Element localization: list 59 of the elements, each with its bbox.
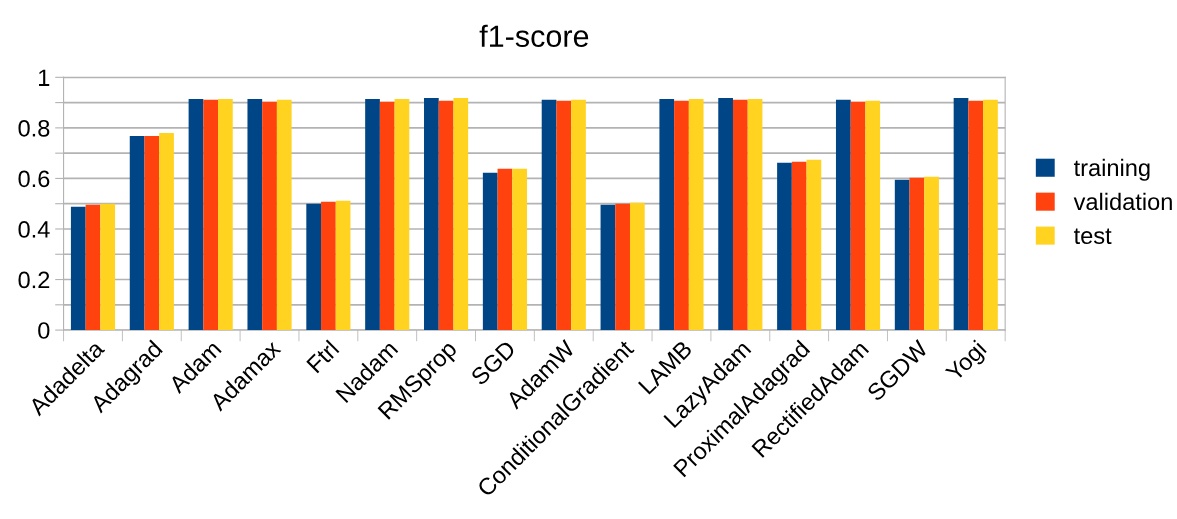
- y-tick-label: 0: [38, 322, 50, 339]
- bar: [718, 98, 733, 331]
- bar: [835, 99, 851, 331]
- bar: [335, 200, 351, 331]
- bar: [894, 179, 910, 331]
- bar: [983, 99, 998, 331]
- legend-label: test: [1073, 228, 1112, 245]
- bar: [541, 99, 557, 331]
- bar: [394, 99, 410, 331]
- bar: [953, 98, 969, 331]
- bar: [482, 172, 498, 331]
- bar: [659, 99, 675, 331]
- bar: [379, 101, 395, 331]
- bar: [70, 206, 86, 331]
- bar: [615, 203, 630, 331]
- bar: [262, 101, 277, 331]
- legend-label: validation: [1073, 192, 1172, 211]
- bar: [850, 101, 866, 331]
- legend-label: training: [1073, 158, 1150, 181]
- bar: [100, 203, 116, 331]
- y-tick-label: 0.4: [18, 221, 50, 238]
- y-tick-label: 0.8: [18, 119, 50, 137]
- bar: [438, 100, 454, 331]
- bar: [629, 202, 645, 331]
- bar: [747, 99, 763, 331]
- bar: [777, 162, 792, 331]
- bar: [144, 135, 160, 331]
- bar: [865, 100, 881, 331]
- bar: [218, 99, 233, 331]
- bar: [321, 201, 336, 331]
- bar: [159, 132, 174, 331]
- bar: [424, 98, 439, 331]
- bar: [203, 99, 219, 331]
- bar: [600, 204, 616, 331]
- y-tick-label: 0.2: [18, 271, 50, 289]
- y-tick-label: 1: [39, 69, 50, 86]
- bar: [806, 159, 822, 331]
- bar: [909, 177, 925, 331]
- bar: [453, 98, 469, 331]
- bar: [968, 100, 984, 331]
- bar: [674, 100, 689, 331]
- bar: [688, 99, 704, 331]
- bar: [556, 100, 572, 331]
- bar: [188, 99, 204, 331]
- bar: [129, 135, 145, 331]
- bar: [732, 99, 748, 331]
- bar: [276, 99, 292, 331]
- x-tick-label: Yogi: [944, 339, 991, 386]
- bar: [247, 99, 263, 331]
- bar: [924, 176, 939, 331]
- chart-title: f1-score: [479, 24, 589, 48]
- bar: [306, 203, 322, 331]
- bar: [512, 168, 527, 331]
- bar: [791, 161, 807, 331]
- y-tick-label: 0.6: [18, 170, 50, 188]
- bar: [365, 99, 380, 331]
- bar: [85, 204, 101, 331]
- bar: [571, 99, 586, 331]
- bar: [497, 168, 513, 331]
